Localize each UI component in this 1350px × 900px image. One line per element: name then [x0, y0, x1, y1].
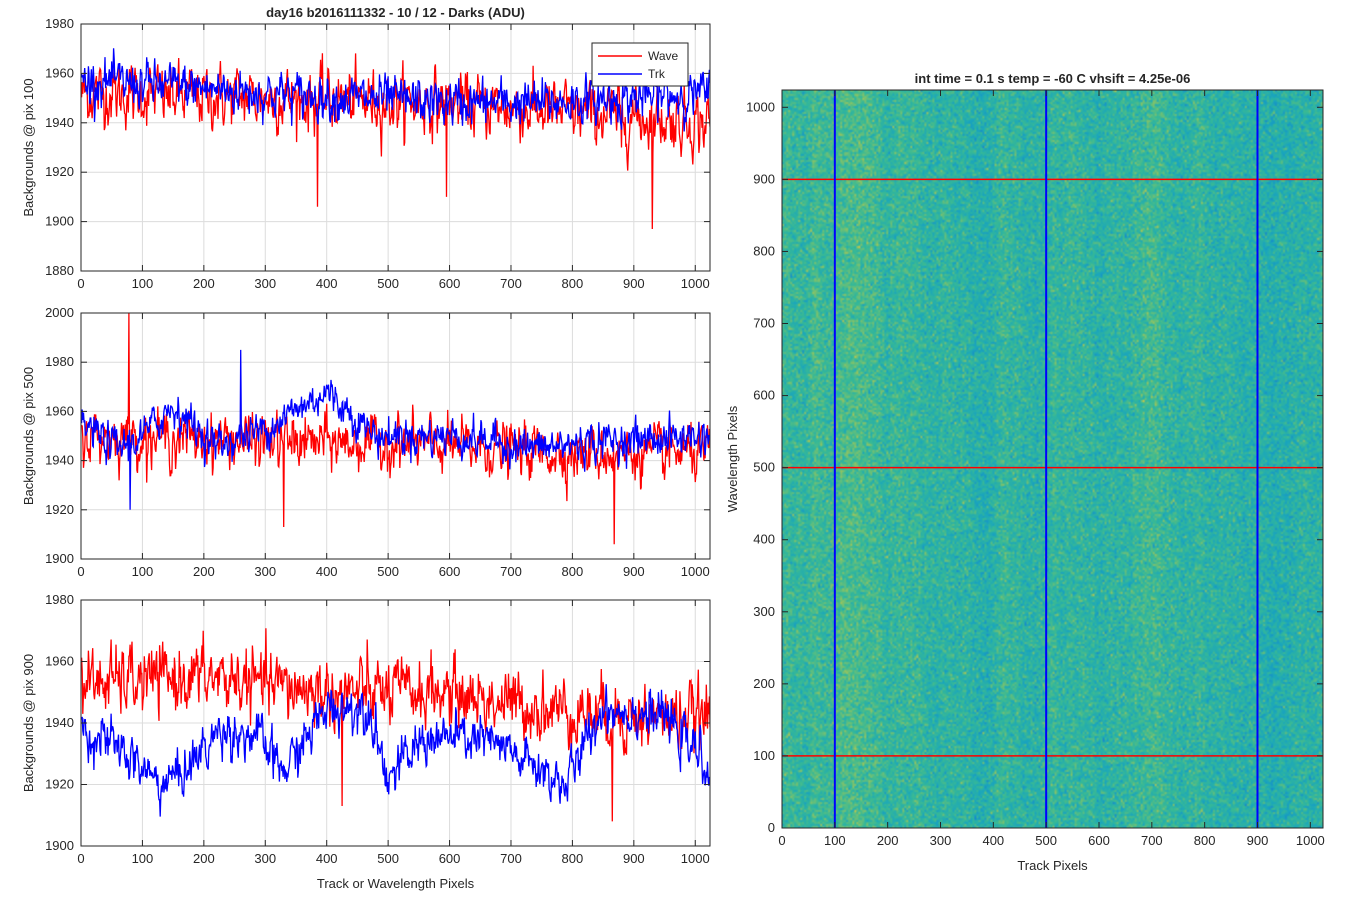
y-axis-label: Backgrounds @ pix 900 — [21, 654, 36, 792]
x-tick-label: 500 — [377, 851, 399, 866]
y-axis-label: Backgrounds @ pix 500 — [21, 367, 36, 505]
x-tick-label: 600 — [439, 851, 461, 866]
x-tick-label: 100 — [132, 564, 154, 579]
x-tick-label: 800 — [1194, 833, 1216, 848]
x-tick-label: 200 — [193, 564, 215, 579]
x-tick-label: 700 — [500, 276, 522, 291]
y-tick-label: 1940 — [45, 115, 74, 130]
x-tick-label: 900 — [1247, 833, 1269, 848]
y-tick-label: 1920 — [45, 777, 74, 792]
y-tick-label: 1960 — [45, 654, 74, 669]
x-tick-label: 600 — [1088, 833, 1110, 848]
legend-label: Trk — [648, 67, 666, 81]
y-tick-label: 1900 — [45, 551, 74, 566]
x-tick-label: 800 — [562, 851, 584, 866]
series-line-wave — [81, 313, 710, 545]
legend-label: Wave — [648, 49, 679, 63]
x-tick-label: 600 — [439, 276, 461, 291]
y-tick-label: 1940 — [45, 715, 74, 730]
series-line-wave — [81, 628, 710, 822]
x-axis-label: Track Pixels — [1017, 858, 1088, 873]
x-axis-label: Track or Wavelength Pixels — [317, 876, 475, 891]
y-tick-label: 100 — [753, 748, 775, 763]
x-tick-label: 700 — [500, 851, 522, 866]
x-tick-label: 300 — [254, 564, 276, 579]
y-tick-label: 1920 — [45, 502, 74, 517]
y-tick-label: 1980 — [45, 592, 74, 607]
y-tick-label: 0 — [768, 820, 775, 835]
x-tick-label: 600 — [439, 564, 461, 579]
x-tick-label: 0 — [77, 276, 84, 291]
chart-title: int time = 0.1 s temp = -60 C vhsift = 4… — [915, 71, 1191, 86]
x-tick-label: 200 — [877, 833, 899, 848]
y-tick-label: 1900 — [45, 214, 74, 229]
x-tick-label: 500 — [1035, 833, 1057, 848]
y-tick-label: 1960 — [45, 403, 74, 418]
x-tick-label: 400 — [316, 564, 338, 579]
y-tick-label: 1940 — [45, 453, 74, 468]
y-tick-label: 900 — [753, 171, 775, 186]
axes-frame — [80, 599, 711, 847]
series-line-trk — [81, 349, 710, 510]
y-tick-label: 500 — [753, 460, 775, 475]
x-tick-label: 100 — [824, 833, 846, 848]
y-tick-label: 1980 — [45, 354, 74, 369]
y-tick-label: 800 — [753, 243, 775, 258]
y-tick-label: 1920 — [45, 164, 74, 179]
x-tick-label: 500 — [377, 564, 399, 579]
x-tick-label: 900 — [623, 564, 645, 579]
y-axis-label: Wavelength Pixels — [725, 405, 740, 512]
y-tick-label: 400 — [753, 532, 775, 547]
y-tick-label: 1880 — [45, 263, 74, 278]
axes-frame — [80, 312, 711, 560]
series-line-trk — [81, 684, 710, 817]
x-tick-label: 500 — [377, 276, 399, 291]
x-tick-label: 200 — [193, 851, 215, 866]
x-tick-label: 1000 — [681, 851, 710, 866]
y-tick-label: 700 — [753, 316, 775, 331]
x-tick-label: 1000 — [681, 564, 710, 579]
x-tick-label: 700 — [500, 564, 522, 579]
axes-frame — [80, 23, 711, 272]
x-tick-label: 900 — [623, 276, 645, 291]
x-tick-label: 400 — [316, 276, 338, 291]
x-tick-label: 300 — [254, 851, 276, 866]
x-tick-label: 300 — [254, 276, 276, 291]
heatmap-panel: 0 100 200 300 400 500 600 700 800 900 1000 0 100 200 3… — [725, 71, 1325, 873]
x-tick-label: 700 — [1141, 833, 1163, 848]
x-tick-label: 0 — [778, 833, 785, 848]
legend-box — [591, 42, 689, 87]
y-tick-label: 2000 — [45, 305, 74, 320]
series-line-trk — [81, 48, 710, 132]
y-tick-label: 1000 — [746, 99, 775, 114]
x-tick-label: 1000 — [1296, 833, 1325, 848]
y-tick-label: 1980 — [45, 16, 74, 31]
line-panel-3: 0 100 200 300 400 500 600 700 800 900 1000 1900 1920… — [21, 592, 711, 891]
chart-title: day16 b2016111332 - 10 / 12 - Darks (ADU… — [266, 5, 525, 20]
y-tick-label: 600 — [753, 388, 775, 403]
x-tick-label: 0 — [77, 851, 84, 866]
x-tick-label: 100 — [132, 276, 154, 291]
x-tick-label: 1000 — [681, 276, 710, 291]
y-axis-label: Backgrounds @ pix 100 — [21, 78, 36, 216]
y-tick-label: 1900 — [45, 838, 74, 853]
x-tick-label: 200 — [193, 276, 215, 291]
line-panel-1: 0 100 200 300 400 500 600 700 800 900 1000 1880 1900… — [21, 5, 711, 291]
x-tick-label: 0 — [77, 564, 84, 579]
x-tick-label: 300 — [930, 833, 952, 848]
axes-frame — [781, 89, 1324, 829]
heatmap-image — [782, 90, 1323, 828]
x-tick-label: 800 — [562, 564, 584, 579]
y-tick-label: 200 — [753, 676, 775, 691]
x-tick-label: 900 — [623, 851, 645, 866]
y-tick-label: 1960 — [45, 65, 74, 80]
line-panel-2: 0 100 200 300 400 500 600 700 800 900 1000 1900 1920… — [21, 305, 711, 579]
x-tick-label: 100 — [132, 851, 154, 866]
x-tick-label: 800 — [562, 276, 584, 291]
y-tick-label: 300 — [753, 604, 775, 619]
x-tick-label: 400 — [316, 851, 338, 866]
x-tick-label: 400 — [982, 833, 1004, 848]
